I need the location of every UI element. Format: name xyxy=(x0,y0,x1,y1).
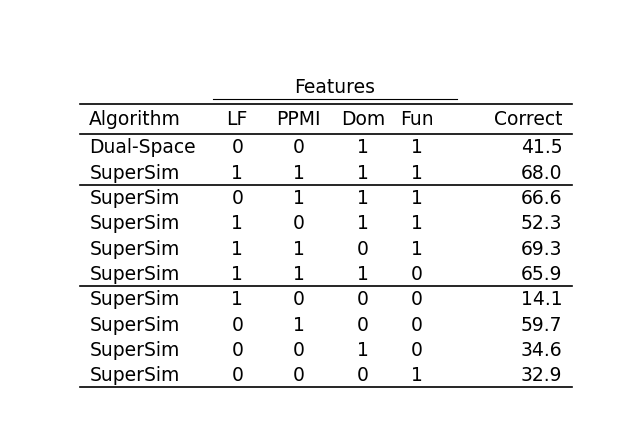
Text: 0: 0 xyxy=(232,316,243,335)
Text: SuperSim: SuperSim xyxy=(89,316,180,335)
Text: 1: 1 xyxy=(411,214,423,234)
Text: 0: 0 xyxy=(411,265,423,284)
Text: SuperSim: SuperSim xyxy=(89,214,180,234)
Text: 1: 1 xyxy=(232,240,243,259)
Text: SuperSim: SuperSim xyxy=(89,366,180,385)
Text: 0: 0 xyxy=(293,341,305,360)
Text: 0: 0 xyxy=(293,214,305,234)
Text: 0: 0 xyxy=(411,316,423,335)
Text: 52.3: 52.3 xyxy=(521,214,562,234)
Text: 1: 1 xyxy=(293,189,305,208)
Text: Correct: Correct xyxy=(494,111,562,130)
Text: 1: 1 xyxy=(357,139,369,158)
Text: 0: 0 xyxy=(232,341,243,360)
Text: Fun: Fun xyxy=(400,111,434,130)
Text: Dual-Space: Dual-Space xyxy=(89,139,196,158)
Text: SuperSim: SuperSim xyxy=(89,189,180,208)
Text: PPMI: PPMI xyxy=(277,111,321,130)
Text: 41.5: 41.5 xyxy=(521,139,562,158)
Text: 0: 0 xyxy=(232,366,243,385)
Text: 68.0: 68.0 xyxy=(521,164,562,183)
Text: LF: LF xyxy=(226,111,248,130)
Text: 1: 1 xyxy=(232,214,243,234)
Text: 1: 1 xyxy=(411,240,423,259)
Text: 0: 0 xyxy=(357,240,369,259)
Text: 69.3: 69.3 xyxy=(521,240,562,259)
Text: 14.1: 14.1 xyxy=(521,290,562,309)
Text: 0: 0 xyxy=(357,290,369,309)
Text: 1: 1 xyxy=(411,189,423,208)
Text: 1: 1 xyxy=(293,265,305,284)
Text: 1: 1 xyxy=(232,290,243,309)
Text: 0: 0 xyxy=(232,189,243,208)
Text: 0: 0 xyxy=(293,139,305,158)
Text: 0: 0 xyxy=(411,290,423,309)
Text: 0: 0 xyxy=(293,366,305,385)
Text: 0: 0 xyxy=(411,341,423,360)
Text: 1: 1 xyxy=(411,366,423,385)
Text: 0: 0 xyxy=(357,316,369,335)
Text: 0: 0 xyxy=(293,290,305,309)
Text: 1: 1 xyxy=(293,240,305,259)
Text: Algorithm: Algorithm xyxy=(89,111,181,130)
Text: 1: 1 xyxy=(357,164,369,183)
Text: Dom: Dom xyxy=(341,111,385,130)
Text: 66.6: 66.6 xyxy=(521,189,562,208)
Text: 65.9: 65.9 xyxy=(521,265,562,284)
Text: 1: 1 xyxy=(293,164,305,183)
Text: 1: 1 xyxy=(411,139,423,158)
Text: 1: 1 xyxy=(411,164,423,183)
Text: 1: 1 xyxy=(357,265,369,284)
Text: 1: 1 xyxy=(357,341,369,360)
Text: 59.7: 59.7 xyxy=(521,316,562,335)
Text: 32.9: 32.9 xyxy=(521,366,562,385)
Text: SuperSim: SuperSim xyxy=(89,341,180,360)
Text: SuperSim: SuperSim xyxy=(89,290,180,309)
Text: 34.6: 34.6 xyxy=(521,341,562,360)
Text: 1: 1 xyxy=(232,265,243,284)
Text: 1: 1 xyxy=(232,164,243,183)
Text: 1: 1 xyxy=(293,316,305,335)
Text: 0: 0 xyxy=(357,366,369,385)
Text: SuperSim: SuperSim xyxy=(89,240,180,259)
Text: Features: Features xyxy=(294,78,375,97)
Text: SuperSim: SuperSim xyxy=(89,265,180,284)
Text: 0: 0 xyxy=(232,139,243,158)
Text: SuperSim: SuperSim xyxy=(89,164,180,183)
Text: 1: 1 xyxy=(357,214,369,234)
Text: 1: 1 xyxy=(357,189,369,208)
